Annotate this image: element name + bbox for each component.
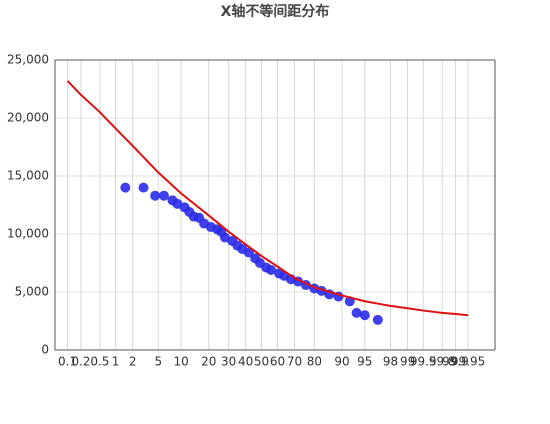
y-tick-label: 10,000	[7, 227, 49, 241]
x-tick-label: 1	[112, 355, 120, 369]
x-tick-label: 20	[201, 355, 216, 369]
chart-title: X轴不等间距分布	[221, 3, 330, 20]
y-tick-label: 5,000	[15, 285, 49, 299]
point	[266, 264, 277, 275]
x-tick-label: 2	[129, 355, 137, 369]
point	[150, 190, 161, 201]
x-tick-label: 0.1	[58, 355, 77, 369]
point	[158, 190, 169, 201]
point	[359, 310, 370, 321]
x-tick-label: 30	[221, 355, 236, 369]
point	[351, 307, 362, 318]
x-tick-label: 95	[357, 355, 372, 369]
x-tick-label: 99.9	[442, 355, 469, 369]
x-tick-label: 90	[334, 355, 349, 369]
point	[372, 314, 383, 325]
x-tick-label: 5	[154, 355, 162, 369]
x-tick-label: 99.95	[451, 355, 485, 369]
y-tick-label: 25,000	[7, 53, 49, 67]
x-tick-label: 98	[383, 355, 398, 369]
x-tick-label: 10	[173, 355, 188, 369]
x-tick-label: 70	[287, 355, 302, 369]
y-tick-label: 0	[41, 343, 49, 357]
point	[243, 247, 254, 258]
x-tick-label: 50	[254, 355, 269, 369]
y-tick-label: 15,000	[7, 169, 49, 183]
line	[66, 80, 469, 317]
point	[138, 182, 149, 193]
x-tick-label: 99	[400, 355, 415, 369]
x-tick-label: 60	[270, 355, 285, 369]
x-tick-label: 40	[238, 355, 253, 369]
x-tick-label: 99.8	[429, 355, 456, 369]
point	[120, 182, 131, 193]
x-tick-label: 0.5	[90, 355, 109, 369]
x-tick-label: 99.5	[410, 355, 437, 369]
y-tick-label: 20,000	[7, 111, 49, 125]
x-tick-label: 80	[307, 355, 322, 369]
x-tick-label: 0.2	[71, 355, 90, 369]
